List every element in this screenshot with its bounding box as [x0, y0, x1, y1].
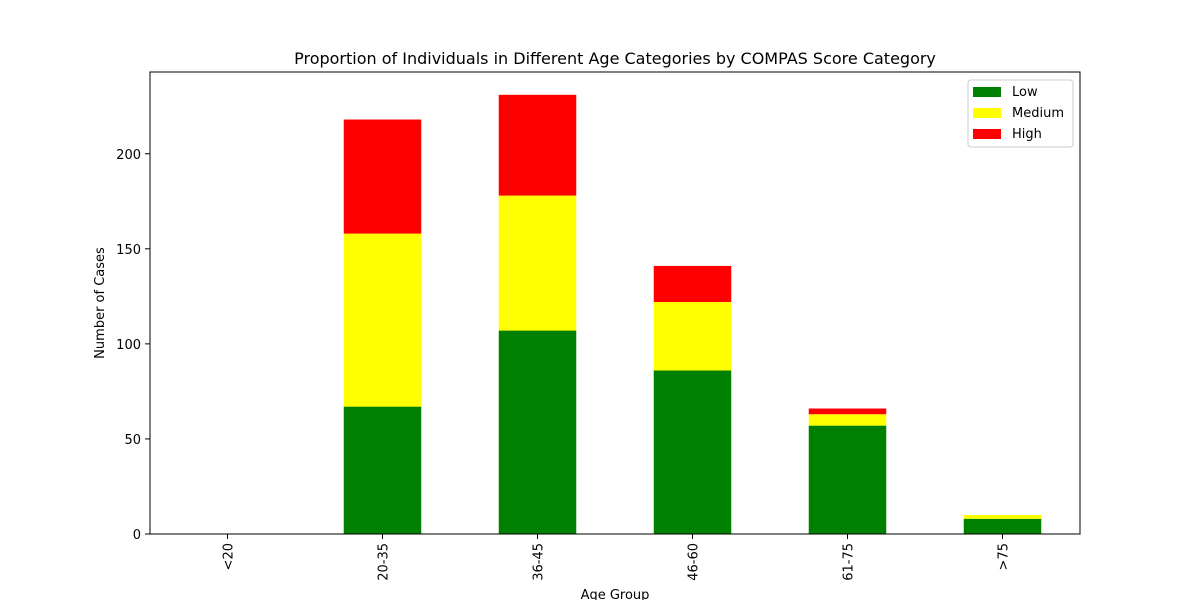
- y-tick-label: 0: [133, 528, 141, 543]
- bar-low-4: [808, 425, 887, 534]
- y-axis-label: Number of Cases: [93, 247, 108, 359]
- x-tick-label: <20: [222, 543, 237, 570]
- x-tick-label: 20-35: [377, 543, 392, 581]
- legend-swatch-medium: [973, 108, 1001, 118]
- bar-medium-4: [808, 414, 887, 426]
- x-tick-label: >75: [997, 543, 1012, 570]
- x-tick-label: 61-75: [842, 543, 857, 581]
- bar-high-4: [808, 408, 887, 415]
- y-tick-label: 100: [116, 338, 141, 353]
- x-axis-label: Age Group: [581, 588, 650, 600]
- bar-low-2: [498, 330, 577, 534]
- bar-medium-2: [498, 195, 577, 331]
- bar-medium-5: [963, 514, 1042, 519]
- bar-low-5: [963, 518, 1042, 534]
- legend-label-low: Low: [1012, 85, 1038, 100]
- bar-high-3: [653, 265, 732, 303]
- plot-frame: [149, 71, 1081, 535]
- x-tick-label: 46-60: [687, 543, 702, 581]
- bar-high-1: [343, 119, 422, 234]
- bar-low-1: [343, 406, 422, 534]
- bar-high-2: [498, 94, 577, 196]
- bar-medium-1: [343, 233, 422, 407]
- y-tick-label: 200: [116, 148, 141, 163]
- bar-medium-3: [653, 302, 732, 371]
- bars-layer: [343, 94, 1042, 534]
- legend-swatch-high: [973, 129, 1001, 139]
- x-tick-label: 36-45: [532, 543, 547, 581]
- legend-label-medium: Medium: [1012, 106, 1064, 121]
- legend: Low Medium High: [967, 79, 1074, 148]
- legend-swatch-low: [973, 87, 1001, 97]
- axes-layer: 0 50 100 150 200 <20 20-35 36-45 46-60 61-75 >75: [116, 71, 1081, 581]
- legend-label-high: High: [1012, 127, 1042, 142]
- chart-title: Proportion of Individuals in Different A…: [294, 49, 936, 68]
- y-tick-label: 150: [116, 243, 141, 258]
- bar-low-3: [653, 370, 732, 534]
- y-tick-label: 50: [124, 433, 141, 448]
